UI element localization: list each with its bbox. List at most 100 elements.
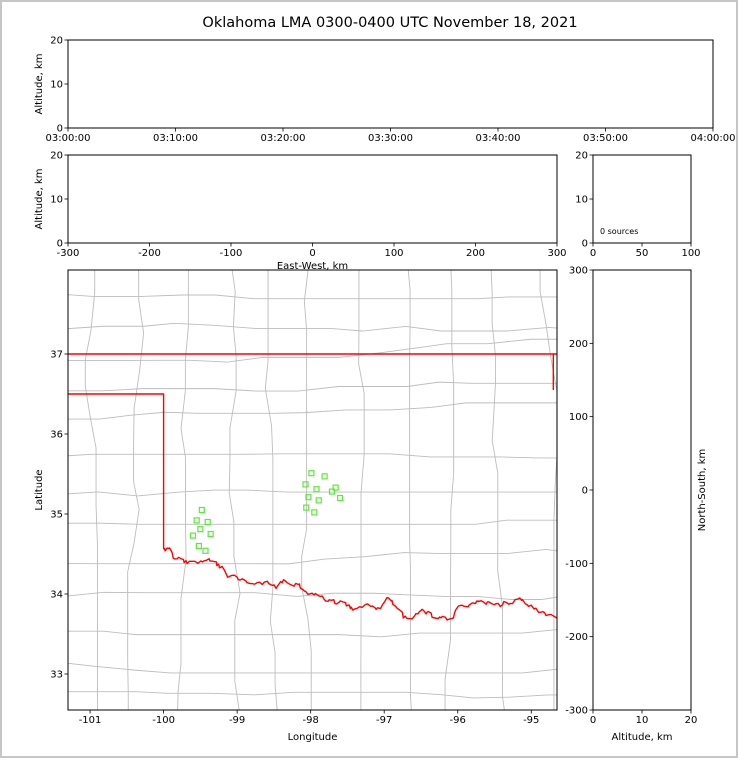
x-tick-label: -97: [376, 715, 392, 726]
county-line: [264, 270, 278, 710]
axes-frame: [67, 269, 558, 711]
county-line: [68, 338, 557, 363]
station-marker: [207, 530, 214, 538]
county-line: [228, 270, 241, 710]
x-tick-label: 03:00:00: [46, 133, 91, 144]
x-tick-label: 50: [636, 248, 649, 259]
station-marker: [197, 526, 204, 533]
y-tick-label: 100: [569, 412, 588, 423]
station-marker: [321, 473, 328, 480]
station-marker: [308, 470, 315, 477]
station-marker: [315, 497, 322, 504]
map-content: [68, 270, 557, 710]
panel-time_height: 03:00:00 03:10:00 03:20:00 03:30:00 03:40:00…: [34, 36, 735, 145]
county-line: [68, 519, 557, 525]
county-line: [68, 691, 557, 699]
x-tick-label: 0: [309, 248, 315, 259]
county-line: [68, 662, 557, 674]
county-line: [68, 294, 557, 300]
x-tick-label: -200: [138, 248, 161, 259]
figure-title: Oklahoma LMA 0300-0400 UTC November 18, …: [202, 15, 577, 31]
station-marker: [336, 494, 344, 502]
county-line: [407, 270, 412, 710]
x-tick-label: 20: [685, 715, 698, 726]
y-tick-label: -100: [565, 559, 588, 570]
station-marker: [303, 504, 310, 511]
x-tick-label: 100: [384, 248, 403, 259]
x-tick-label: -100: [220, 248, 243, 259]
x-tick-label: 10: [636, 715, 649, 726]
state-border-panhandle-west-line: [68, 393, 165, 550]
county-line: [68, 322, 557, 332]
county-line: [444, 270, 455, 710]
state-border: [68, 353, 557, 621]
county-line: [358, 270, 365, 710]
x-tick-label: 03:30:00: [368, 133, 413, 144]
x-tick-label: 100: [681, 248, 700, 259]
panel-map: -101 -100 -99 -98 -97 -96 -95 33 34 35 36 37 Longitu…: [34, 269, 558, 743]
x-tick-label: 200: [466, 248, 485, 259]
county-line: [68, 591, 557, 600]
station-marker: [195, 542, 202, 550]
panel-ns_height: 0 10 20 -300 -200 -100 0 100 200 300 Altitude, km N…: [565, 266, 708, 744]
station-marker: [204, 518, 211, 526]
y-tick-label: 0: [57, 124, 63, 135]
annotation-label: 0 sources: [600, 227, 638, 236]
station-marker: [193, 517, 200, 524]
y-tick-label: 10: [50, 195, 63, 206]
county-line: [68, 549, 557, 565]
y-tick-label: 35: [50, 510, 63, 521]
x-tick-label: -300: [57, 248, 80, 259]
y-tick-label: 200: [569, 339, 588, 350]
x-tick-label: -100: [152, 715, 175, 726]
y-axis-label: Altitude, km: [34, 169, 45, 230]
x-axis-label: East-West, km: [277, 261, 348, 272]
y-tick-label: 0: [57, 239, 63, 250]
station-marker: [332, 484, 339, 491]
county-line: [68, 489, 557, 497]
x-tick-label: -98: [302, 715, 318, 726]
y-tick-label: 20: [50, 151, 63, 162]
y-tick-label: 20: [575, 151, 588, 162]
y-tick-label: 10: [50, 80, 63, 91]
x-tick-label: -95: [523, 715, 539, 726]
x-tick-label: 03:40:00: [476, 133, 521, 144]
state-border-red-river-line: [163, 547, 557, 621]
y-tick-label: 300: [569, 266, 588, 277]
county-lines: [68, 270, 557, 710]
station-marker: [189, 532, 197, 539]
x-tick-label: 03:50:00: [583, 133, 628, 144]
station-marker: [302, 481, 309, 488]
station-marker: [313, 486, 320, 493]
y-tick-label: 37: [50, 350, 63, 361]
y-axis-label: Altitude, km: [34, 54, 45, 115]
y-tick-label: 34: [50, 590, 63, 601]
x-tick-label: -101: [79, 715, 102, 726]
y-tick-label: -200: [565, 632, 588, 643]
station-marker: [311, 509, 318, 516]
x-tick-label: -96: [450, 715, 466, 726]
station-markers: [189, 470, 344, 554]
x-tick-label: 03:10:00: [153, 133, 198, 144]
county-line: [68, 453, 557, 459]
county-line: [177, 270, 189, 710]
x-tick-label: 0: [590, 715, 596, 726]
station-marker: [305, 494, 312, 501]
y-axis-label: North-South, km: [697, 449, 708, 532]
x-axis-label: Altitude, km: [612, 732, 673, 743]
county-line: [68, 402, 557, 420]
y-tick-label: 36: [50, 430, 63, 441]
station-marker: [202, 547, 209, 554]
county-line: [68, 381, 557, 392]
x-tick-label: 04:00:00: [691, 133, 736, 144]
county-line: [301, 270, 312, 710]
station-marker: [328, 488, 336, 495]
county-line: [539, 270, 557, 710]
x-tick-label: 0: [590, 248, 596, 259]
y-tick-label: -300: [565, 706, 588, 717]
station-marker: [198, 506, 205, 514]
county-line: [68, 629, 557, 638]
panel-ew_height: -300 -200 -100 0 100 200 300 0 10 20 East-West, km…: [34, 151, 567, 273]
